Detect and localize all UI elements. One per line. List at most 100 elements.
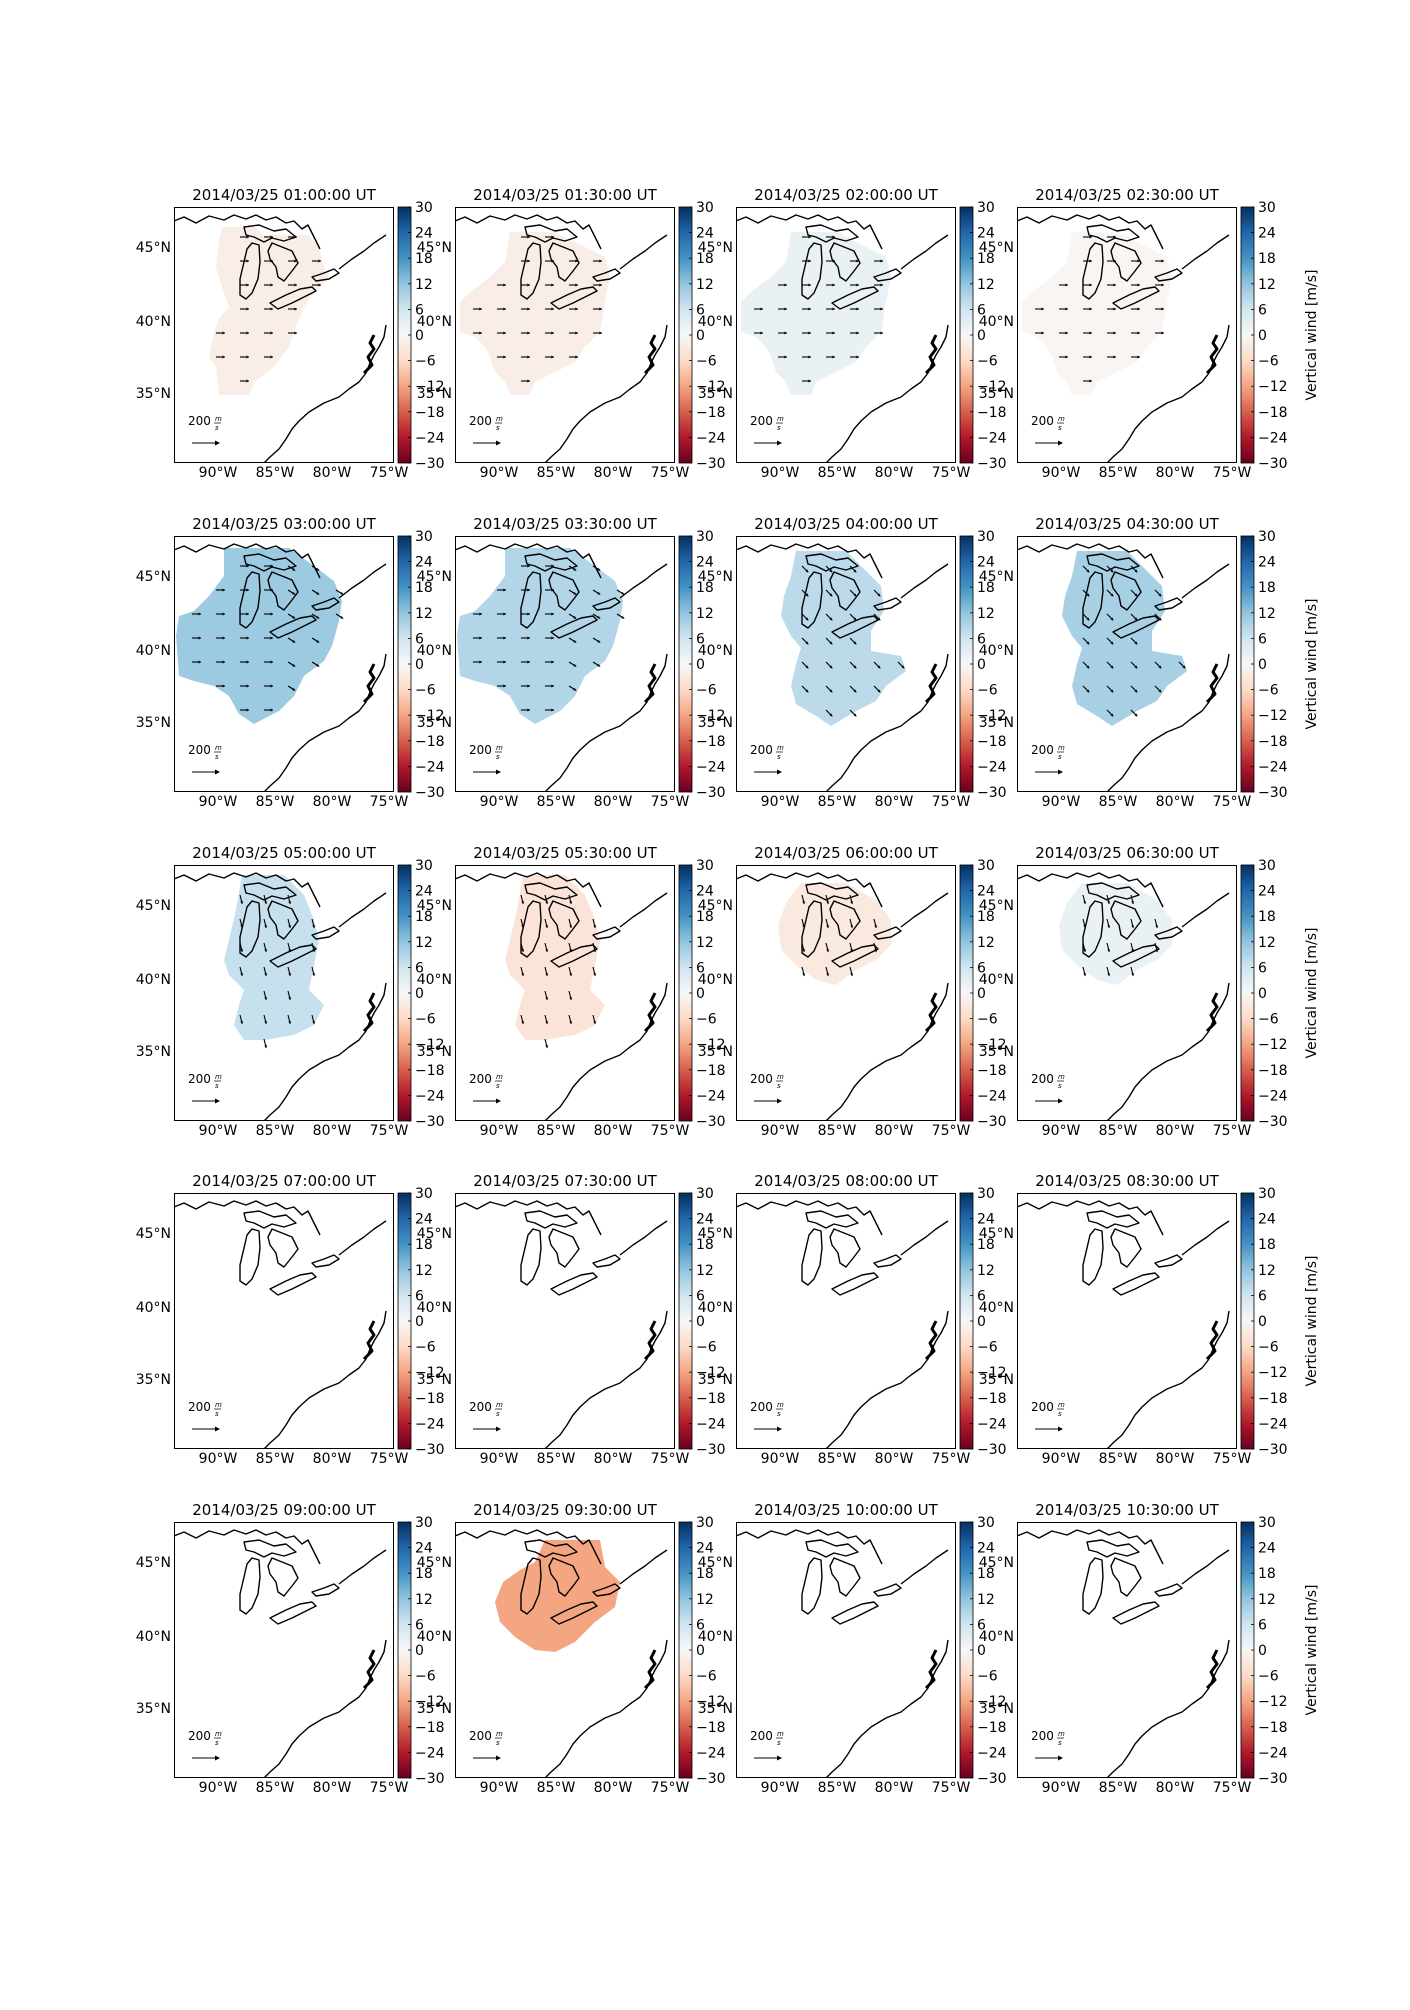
lat-tick-label: 35°N [417, 715, 452, 731]
coastline [1205, 992, 1219, 1033]
wind-arrow-head [312, 973, 316, 976]
lon-tick-label: 75°W [1213, 1451, 1252, 1467]
lon-tick-label: 75°W [1213, 1780, 1252, 1796]
colorbar-tick-label: 18 [977, 580, 995, 596]
map-panel: 2014/03/25 10:00:00 UT 200 ms 45°N 40°N 35°N 9… [698, 1501, 1007, 1796]
wind-arrow-head [551, 636, 554, 640]
colorbar-tick-label: −6 [977, 1012, 998, 1028]
quiver-key-arrow-head [215, 1426, 220, 1432]
wind-arrow-head [597, 615, 601, 619]
wind-arrow-head [316, 567, 320, 571]
panel-frame [1017, 207, 1237, 463]
colorbar-tick-label: −30 [696, 456, 726, 472]
colorbar-tick-label: 18 [977, 1566, 995, 1582]
wind-arrow-head [479, 660, 482, 664]
quiver-key-unit-num: m [496, 415, 503, 423]
coastline [338, 563, 387, 599]
colorbar-tick-label: −24 [415, 1416, 445, 1432]
wind-arrow-head [264, 1021, 268, 1024]
wind-arrow-head [853, 617, 857, 621]
wind-arrow-head [503, 331, 506, 335]
colorbar-tick-label: 12 [977, 1592, 995, 1608]
lat-tick-label: 40°N [136, 972, 171, 988]
coastline [829, 242, 861, 282]
wind-arrow-head [503, 355, 506, 359]
lon-tick-label: 75°W [651, 465, 690, 481]
coastline [1205, 1320, 1219, 1361]
map-panel: 2014/03/25 04:30:00 UT 200 ms 45°N 40°N 35°N 9… [979, 515, 1320, 810]
colorbar-tick-label: 0 [977, 986, 986, 1002]
quiver-key-value: 200 [1031, 1072, 1054, 1086]
colorbar-tick-label: −12 [1258, 1365, 1288, 1381]
wind-arrow-head [246, 331, 249, 335]
wind-arrow-head [551, 612, 554, 616]
colorbar-tick-label: 6 [977, 302, 986, 318]
colorbar-tick-label: 18 [696, 251, 714, 267]
wind-arrow-head [1134, 665, 1138, 669]
wind-arrow-head [246, 684, 249, 688]
coastline [1112, 1601, 1160, 1625]
wind-arrow-head [294, 259, 297, 263]
colorbar-tick-label: 18 [1258, 909, 1276, 925]
colorbar-tick-label: 0 [977, 1314, 986, 1330]
wind-arrow-head [240, 901, 244, 904]
wind-arrow-head [1131, 901, 1135, 904]
wind-arrow-head [1137, 331, 1140, 335]
quiver-key-unit-num: m [777, 1073, 784, 1081]
wind-arrow-head [1107, 949, 1111, 952]
colorbar-tick-label: −24 [1258, 1745, 1288, 1761]
wind-arrow-head [901, 665, 905, 669]
wind-arrow-head [527, 588, 530, 592]
wind-arrow-head [593, 925, 597, 928]
coastline [900, 892, 949, 928]
coastline [1110, 1228, 1142, 1268]
wind-arrow-head [1065, 307, 1068, 311]
colorbar-label: Vertical wind [m/s] [1304, 599, 1320, 730]
wind-arrow-head [597, 567, 601, 571]
wind-field [1062, 551, 1187, 726]
lat-tick-label: 45°N [698, 569, 733, 585]
lat-tick-label: 45°N [979, 569, 1014, 585]
coastline [619, 234, 668, 270]
coastline [736, 1529, 883, 1565]
quiver-key: 200 ms [1031, 1072, 1065, 1104]
lat-tick-label: 35°N [417, 1701, 452, 1717]
map-area [1017, 543, 1230, 792]
lon-tick-label: 75°W [932, 794, 971, 810]
quiver-key-unit-den: s [215, 1410, 219, 1418]
coastline [544, 1639, 668, 1778]
coastline [544, 1310, 668, 1449]
colorbar-tick-label: −6 [977, 354, 998, 370]
colorbar-tick-label: 30 [1258, 1515, 1276, 1531]
lat-tick-label: 40°N [417, 643, 452, 659]
colorbar-tick-label: 24 [696, 555, 714, 571]
wind-arrow-head [479, 331, 482, 335]
wind-arrow-head [808, 379, 811, 383]
coastline [1181, 563, 1230, 599]
coastline [873, 1254, 902, 1268]
panel-title: 2014/03/25 07:30:00 UT [473, 1172, 657, 1190]
wind-arrow-head [270, 684, 273, 688]
lat-tick-label: 35°N [417, 1044, 452, 1060]
wind-arrow-head [1161, 283, 1164, 287]
lon-tick-label: 80°W [594, 1123, 633, 1139]
panel-frame [736, 207, 956, 463]
lat-tick-label: 35°N [979, 1044, 1014, 1060]
colorbar-label: Vertical wind [m/s] [1304, 1256, 1320, 1387]
lon-tick-label: 90°W [761, 1780, 800, 1796]
coastline [263, 653, 387, 792]
map-panel: 2014/03/25 02:00:00 UT 200 ms 45°N 40°N 35°N 9… [698, 186, 1007, 481]
quiver-key-arrow-head [1058, 440, 1063, 446]
quiver-key-unit-den: s [777, 424, 781, 432]
colorbar-tick-label: 30 [977, 1186, 995, 1202]
colorbar-tick-label: −6 [1258, 1340, 1279, 1356]
quiver-key-unit-den: s [777, 1739, 781, 1747]
wind-arrow-head [527, 564, 530, 568]
coastline [900, 563, 949, 599]
wind-arrow-head [246, 307, 249, 311]
coastline [263, 982, 387, 1121]
quiver-key-value: 200 [1031, 743, 1054, 757]
map-area [174, 1200, 387, 1449]
coastline [873, 1583, 902, 1597]
quiver-key-arrow-head [777, 769, 782, 775]
